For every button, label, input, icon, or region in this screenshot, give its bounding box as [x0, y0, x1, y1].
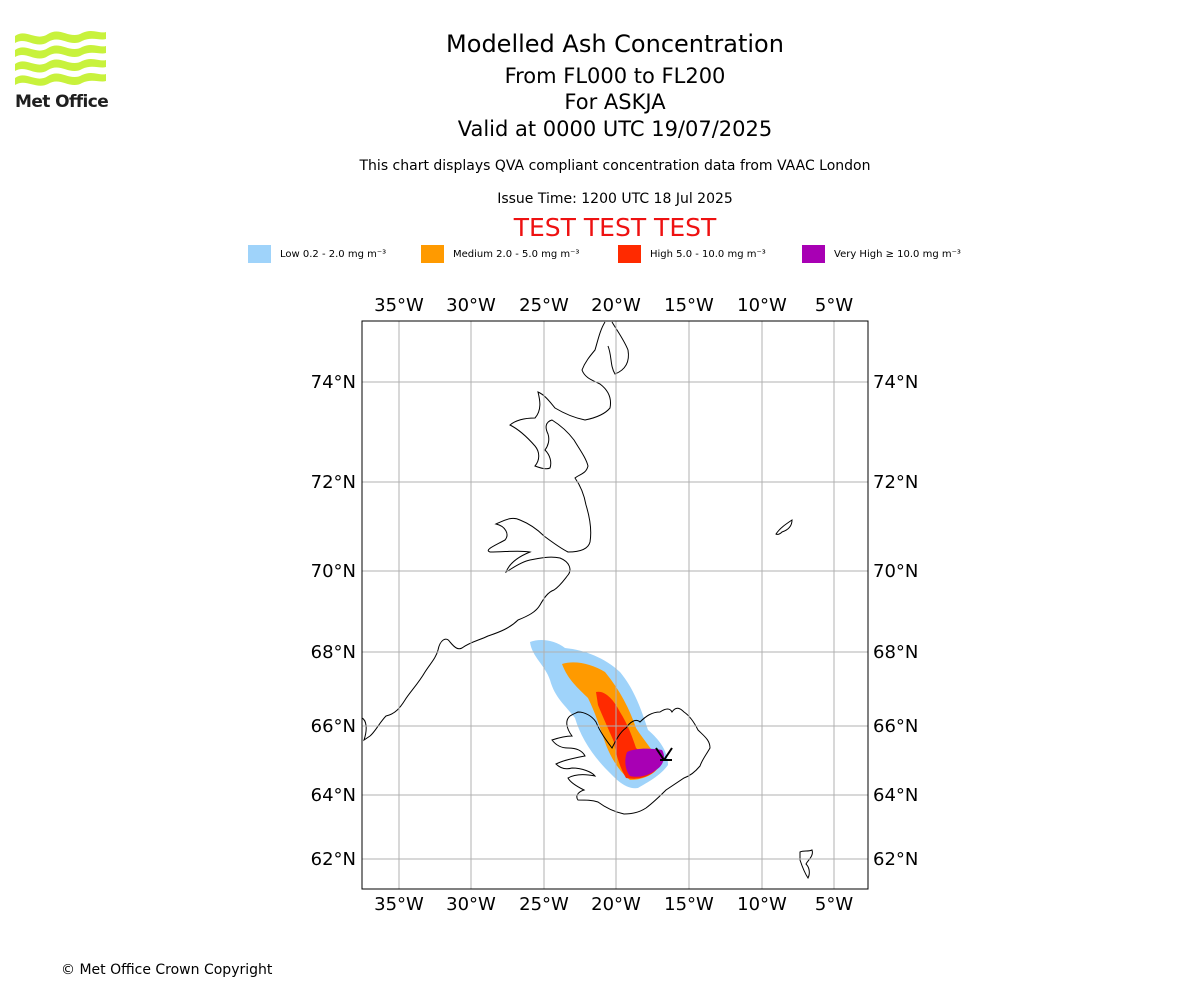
- legend-label-high: High 5.0 - 10.0 mg m⁻³: [650, 248, 766, 260]
- legend-label-very-high: Very High ≥ 10.0 mg m⁻³: [834, 248, 961, 260]
- longitude-tick-top: 10°W: [737, 295, 787, 316]
- volcano-marker-icon: [655, 747, 673, 761]
- longitude-tick-top: 15°W: [664, 295, 714, 316]
- map-frame: [361, 320, 869, 890]
- greenland-coast: [362, 321, 611, 742]
- chart-description: This chart displays QVA compliant concen…: [359, 158, 871, 174]
- longitude-tick-bottom: 15°W: [664, 894, 714, 915]
- latitude-tick-right: 72°N: [873, 472, 918, 493]
- latitude-tick-left: 68°N: [311, 642, 356, 663]
- longitude-tick-bottom: 10°W: [737, 894, 787, 915]
- longitude-tick-top: 35°W: [374, 295, 424, 316]
- legend-item-high: High 5.0 - 10.0 mg m⁻³: [618, 244, 766, 264]
- legend-label-medium: Medium 2.0 - 5.0 mg m⁻³: [453, 248, 580, 260]
- test-banner: TEST TEST TEST: [513, 213, 717, 242]
- flight-level-range: From FL000 to FL200: [504, 64, 726, 88]
- latitude-tick-right: 74°N: [873, 372, 918, 393]
- latitude-tick-left: 72°N: [311, 472, 356, 493]
- latitude-tick-right: 66°N: [873, 716, 918, 737]
- latitude-tick-right: 70°N: [873, 561, 918, 582]
- legend-swatch-low: [248, 245, 271, 263]
- latitude-tick-right: 68°N: [873, 642, 918, 663]
- jan-mayen: [775, 519, 793, 535]
- volcano-name: For ASKJA: [564, 90, 666, 114]
- longitude-tick-top: 5°W: [815, 295, 853, 316]
- copyright-text: © Met Office Crown Copyright: [61, 962, 273, 978]
- legend-item-medium: Medium 2.0 - 5.0 mg m⁻³: [421, 244, 579, 264]
- longitude-tick-bottom: 25°W: [519, 894, 569, 915]
- latitude-tick-left: 62°N: [311, 849, 356, 870]
- legend-swatch-medium: [421, 245, 444, 263]
- legend-item-low: Low 0.2 - 2.0 mg m⁻³: [248, 244, 386, 264]
- legend-swatch-very-high: [802, 245, 825, 263]
- longitude-tick-top: 25°W: [519, 295, 569, 316]
- latitude-tick-right: 62°N: [873, 849, 918, 870]
- iceland-coast: [551, 707, 711, 815]
- longitude-tick-top: 20°W: [591, 295, 641, 316]
- legend-swatch-high: [618, 245, 641, 263]
- coastlines: [362, 321, 813, 879]
- longitude-tick-top: 30°W: [446, 295, 496, 316]
- issue-time: Issue Time: 1200 UTC 18 Jul 2025: [497, 191, 733, 207]
- met-office-logo-icon: [15, 30, 106, 86]
- met-office-logo-text: Met Office: [15, 92, 109, 112]
- legend-label-low: Low 0.2 - 2.0 mg m⁻³: [280, 248, 387, 260]
- chart-title: Modelled Ash Concentration: [446, 30, 784, 58]
- ash-plume-very-high: [625, 748, 664, 777]
- valid-time: Valid at 0000 UTC 19/07/2025: [457, 117, 773, 141]
- map-background: [362, 321, 868, 889]
- latitude-tick-left: 64°N: [311, 785, 356, 806]
- faroe-islands: [799, 849, 813, 879]
- latitude-tick-left: 74°N: [311, 372, 356, 393]
- latitude-tick-left: 70°N: [311, 561, 356, 582]
- graticule: [362, 321, 868, 889]
- longitude-tick-bottom: 20°W: [591, 894, 641, 915]
- longitude-tick-bottom: 35°W: [374, 894, 424, 915]
- latitude-tick-left: 66°N: [311, 716, 356, 737]
- longitude-tick-bottom: 5°W: [815, 894, 853, 915]
- legend-item-very-high: Very High ≥ 10.0 mg m⁻³: [802, 244, 961, 264]
- longitude-tick-bottom: 30°W: [446, 894, 496, 915]
- latitude-tick-right: 64°N: [873, 785, 918, 806]
- greenland-coast-north: [607, 321, 629, 375]
- map-axis-ticks: 35°W 35°W 30°W 30°W 25°W 25°W 20°W 20°W 15°W 15°W…: [311, 295, 919, 915]
